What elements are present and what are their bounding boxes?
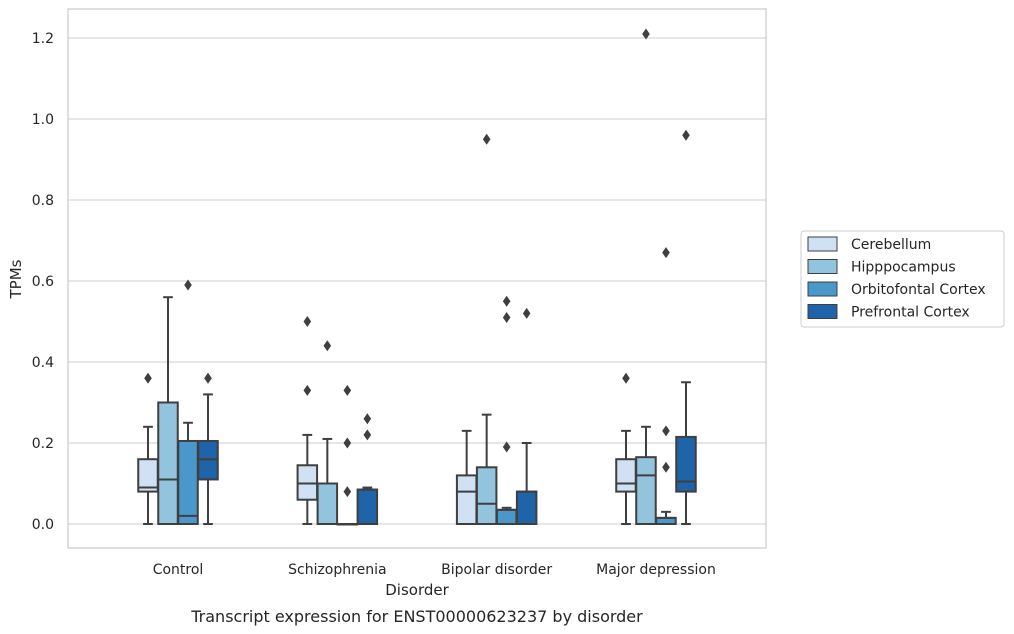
box-prefrontal-cortex-control bbox=[197, 372, 219, 525]
legend-swatch-cerebellum bbox=[807, 236, 838, 252]
outlier-point bbox=[502, 295, 511, 307]
outlier-point bbox=[363, 429, 372, 441]
box-body bbox=[675, 435, 697, 493]
box-body bbox=[475, 466, 498, 525]
x-tick-label-bipolar-disorder: Bipolar disorder bbox=[441, 562, 552, 578]
legend-swatch-prefrontal-cortex bbox=[807, 304, 838, 319]
legend-label-orbitofontal-cortex: Orbitofontal Cortex bbox=[851, 282, 986, 298]
box-body bbox=[197, 439, 219, 481]
box-orbitofontal-cortex-major-depression bbox=[655, 247, 677, 525]
box-body bbox=[495, 508, 518, 526]
y-axis-ticks: 0.0 0.2 0.4 0.6 0.8 1.0 1.2 bbox=[32, 31, 54, 533]
outlier-point bbox=[204, 372, 212, 384]
outlier-point bbox=[502, 441, 511, 453]
box-body bbox=[615, 458, 637, 493]
outlier-point bbox=[662, 425, 670, 437]
chart-caption: Transcript expression for ENST0000062323… bbox=[190, 607, 643, 626]
box-body bbox=[455, 474, 478, 525]
legend-swatch-orbitofontal-cortex bbox=[807, 281, 838, 297]
box-body bbox=[296, 464, 319, 501]
outlier-point bbox=[642, 28, 650, 40]
box-hipppocampus-schizophrenia bbox=[316, 340, 339, 525]
box-body bbox=[635, 456, 657, 525]
outlier-point bbox=[343, 486, 352, 498]
outlier-point bbox=[184, 279, 192, 291]
outlier-point bbox=[682, 129, 690, 141]
legend-label-cerebellum: Cerebellum bbox=[851, 237, 931, 253]
outlier-point bbox=[303, 316, 312, 327]
box-body bbox=[157, 401, 179, 525]
outlier-point bbox=[482, 133, 491, 145]
outlier-point bbox=[343, 437, 352, 449]
x-tick-label-control: Control bbox=[153, 562, 204, 578]
box-cerebellum-schizophrenia bbox=[296, 316, 319, 525]
box-body bbox=[356, 488, 379, 526]
box-body bbox=[515, 490, 538, 526]
outlier-point bbox=[522, 307, 531, 319]
box-hipppocampus-major-depression bbox=[635, 28, 657, 525]
y-tick-label-0.8: 0.8 bbox=[32, 193, 54, 209]
outlier-point bbox=[323, 340, 332, 352]
y-tick-label-0.0: 0.0 bbox=[32, 517, 54, 533]
box-body bbox=[316, 482, 339, 525]
box-prefrontal-cortex-bipolar-disorder bbox=[515, 307, 538, 526]
legend-frame bbox=[800, 230, 1005, 328]
x-tick-label-major-depression: Major depression bbox=[596, 562, 716, 578]
legend: Cerebellum Hipppocampus Orbitofontal Corte… bbox=[800, 230, 1005, 328]
outlier-point bbox=[363, 413, 372, 425]
x-axis-ticks: Control Schizophrenia Bipolar disorder Majo… bbox=[153, 562, 716, 578]
y-tick-label-0.4: 0.4 bbox=[32, 355, 54, 371]
outlier-point bbox=[662, 247, 670, 259]
y-tick-label-1.2: 1.2 bbox=[32, 31, 54, 47]
box-orbitofontal-cortex-control bbox=[177, 279, 199, 526]
box-hipppocampus-control bbox=[157, 296, 179, 525]
legend-label-prefrontal-cortex: Prefrontal Cortex bbox=[851, 305, 970, 321]
outlier-point bbox=[502, 311, 511, 323]
outlier-point bbox=[343, 384, 352, 396]
legend-swatch-hipppocampus bbox=[807, 259, 838, 274]
outlier-point bbox=[144, 372, 152, 384]
outlier-point bbox=[662, 461, 670, 473]
boxes-layer bbox=[137, 28, 697, 526]
y-tick-label-0.2: 0.2 bbox=[32, 436, 54, 452]
x-axis-label: Disorder bbox=[385, 581, 449, 599]
box-orbitofontal-cortex-bipolar-disorder bbox=[495, 295, 518, 526]
box-body bbox=[177, 439, 199, 526]
y-tick-label-0.6: 0.6 bbox=[32, 274, 54, 290]
y-tick-label-1.0: 1.0 bbox=[32, 112, 54, 128]
plot-frame bbox=[67, 8, 767, 549]
x-tick-label-schizophrenia: Schizophrenia bbox=[288, 562, 386, 578]
legend-label-hipppocampus: Hipppocampus bbox=[851, 260, 956, 276]
box-prefrontal-cortex-major-depression bbox=[675, 129, 697, 525]
outlier-point bbox=[622, 372, 630, 384]
box-hipppocampus-bipolar-disorder bbox=[475, 133, 498, 525]
y-axis-label: TPMs bbox=[7, 259, 25, 299]
box-prefrontal-cortex-schizophrenia bbox=[356, 413, 379, 526]
outlier-point bbox=[303, 384, 312, 396]
box-cerebellum-control bbox=[137, 372, 159, 525]
